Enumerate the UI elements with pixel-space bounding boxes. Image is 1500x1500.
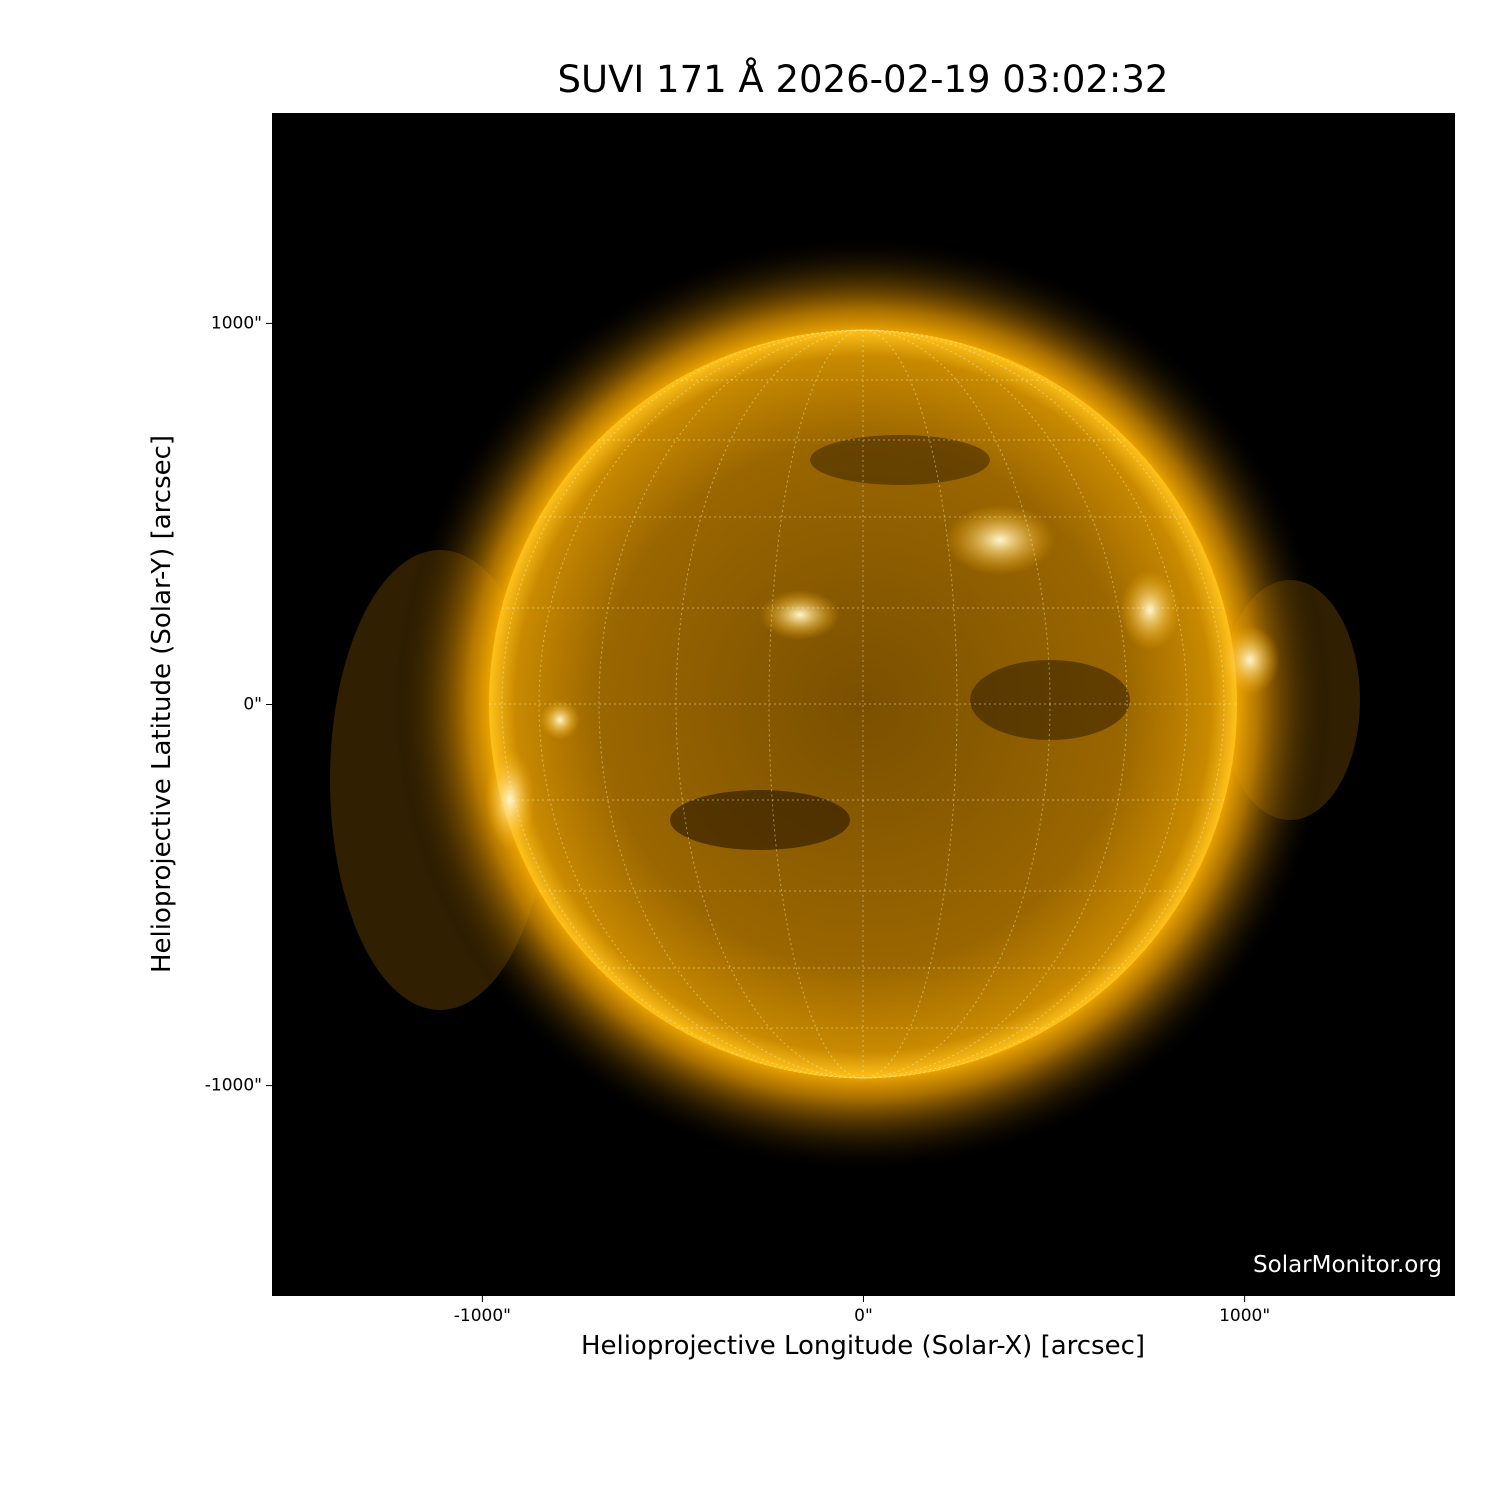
chart-title: SUVI 171 Å 2026-02-19 03:02:32 bbox=[558, 57, 1169, 101]
x-tick-label: 0" bbox=[854, 1306, 873, 1326]
y-tick-label: 1000" bbox=[211, 313, 262, 333]
y-tick-label: 0" bbox=[243, 695, 262, 715]
solar-image: SolarMonitor.org bbox=[272, 113, 1455, 1296]
y-axis-label: Helioprojective Latitude (Solar-Y) [arcs… bbox=[147, 435, 177, 973]
x-tick-label: 1000" bbox=[1219, 1306, 1270, 1326]
heliographic-grid bbox=[489, 329, 1237, 1079]
watermark: SolarMonitor.org bbox=[1253, 1252, 1442, 1278]
x-axis-label: Helioprojective Longitude (Solar-X) [arc… bbox=[581, 1331, 1145, 1361]
y-tick-label: -1000" bbox=[205, 1076, 262, 1096]
x-tick-label: -1000" bbox=[454, 1306, 511, 1326]
